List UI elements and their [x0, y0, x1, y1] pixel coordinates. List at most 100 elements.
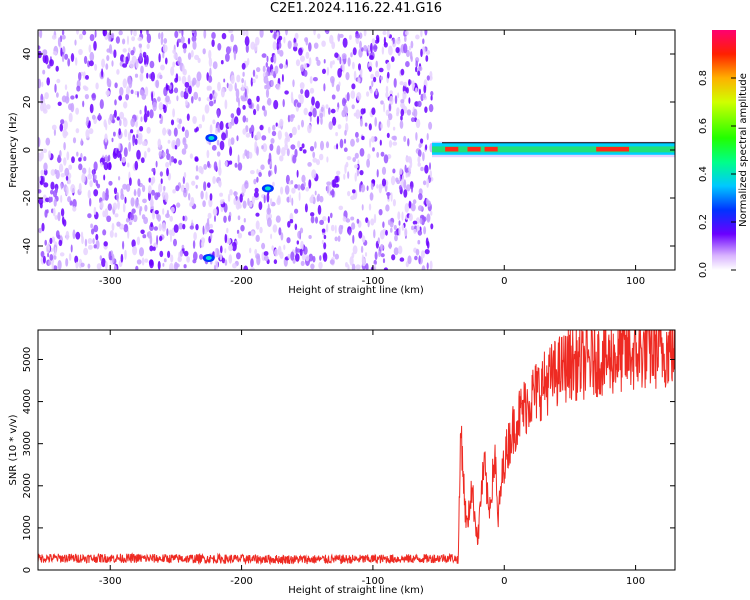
noise-cell [351, 83, 356, 90]
noise-cell [183, 47, 187, 54]
noise-cell [119, 86, 124, 96]
noise-cell [308, 57, 312, 66]
noise-cell [89, 51, 95, 62]
noise-cell [347, 264, 350, 270]
noise-cell [304, 89, 310, 98]
noise-cell [128, 141, 132, 152]
noise-cell [284, 143, 289, 151]
noise-cell [223, 215, 227, 223]
noise-cell [405, 184, 411, 192]
noise-cell [135, 265, 139, 270]
noise-cell [137, 36, 143, 42]
noise-cell [256, 131, 261, 140]
noise-cell [279, 63, 284, 69]
noise-cell [236, 229, 240, 234]
noise-cell [276, 197, 281, 206]
noise-cell [331, 94, 336, 100]
noise-cell [236, 200, 239, 206]
noise-cell [314, 190, 317, 196]
noise-cell [415, 60, 419, 68]
noise-cell [331, 188, 335, 198]
noise-cell [78, 72, 82, 81]
noise-cell [390, 192, 393, 202]
noise-cell [93, 244, 97, 249]
noise-cell [342, 216, 347, 222]
noise-cell [298, 47, 303, 56]
noise-cell [39, 30, 43, 39]
noise-cell [209, 229, 214, 234]
noise-cell [130, 89, 134, 95]
noise-cell [290, 251, 295, 261]
noise-cell [321, 239, 324, 245]
noise-cell [397, 92, 400, 99]
noise-cell [352, 47, 357, 56]
noise-cell [225, 53, 230, 62]
noise-cell [192, 259, 197, 264]
noise-cell [287, 40, 292, 49]
noise-cell [42, 102, 47, 112]
noise-cell [261, 53, 267, 58]
noise-cell [400, 68, 405, 76]
noise-cell [72, 137, 77, 144]
noise-cell [237, 232, 243, 239]
noise-cell [141, 141, 147, 146]
noise-cell [242, 104, 246, 110]
spectrogram-y-label: Frequency (Hz) [8, 112, 19, 188]
noise-cell [156, 192, 161, 198]
noise-cell [324, 30, 329, 33]
noise-cell [168, 129, 172, 137]
noise-cell [278, 35, 283, 41]
noise-cell [186, 113, 190, 121]
noise-cell [294, 32, 299, 40]
noise-cell [158, 53, 161, 63]
noise-cell [334, 236, 338, 242]
noise-cell [191, 30, 195, 34]
noise-cell [309, 146, 315, 152]
noise-cell [42, 96, 45, 104]
noise-cell [297, 184, 301, 191]
noise-cell [415, 118, 421, 129]
noise-cell [332, 250, 335, 257]
noise-cell [101, 58, 106, 68]
noise-cell [199, 254, 204, 260]
noise-cell [147, 185, 152, 194]
noise-cell [218, 180, 222, 187]
noise-cell [355, 131, 359, 138]
noise-cell [251, 131, 254, 139]
noise-cell [48, 150, 51, 159]
noise-cell [123, 224, 129, 233]
noise-cell [144, 86, 149, 97]
noise-cell [186, 256, 191, 263]
noise-cell [93, 161, 98, 171]
noise-cell [393, 224, 397, 231]
noise-cell [250, 230, 255, 237]
noise-cell [65, 186, 69, 196]
noise-cell [65, 230, 70, 241]
noise-cell [172, 49, 177, 54]
noise-cell [126, 183, 131, 192]
noise-cell [303, 69, 308, 77]
noise-cell [323, 242, 327, 250]
noise-cell [201, 114, 205, 122]
y-tick-label: 2000 [22, 473, 33, 498]
noise-cell [232, 263, 237, 269]
noise-cell [338, 224, 343, 235]
noise-cell [417, 205, 423, 212]
noise-cell [352, 61, 355, 70]
noise-cell [88, 128, 94, 135]
noise-cell [296, 169, 299, 178]
noise-cell [211, 32, 216, 39]
noise-cell [88, 60, 94, 67]
noise-cell [386, 132, 390, 138]
noise-cell [287, 135, 291, 143]
noise-cell [202, 48, 206, 55]
noise-cell [92, 238, 95, 245]
noise-cell [244, 36, 250, 47]
noise-cell [263, 109, 267, 117]
noise-cell [160, 36, 164, 46]
colorbar-tick-label: 0.0 [698, 262, 709, 278]
noise-cell [151, 209, 156, 220]
noise-cell [356, 218, 360, 224]
noise-cell [260, 164, 265, 170]
noise-cell [319, 112, 324, 119]
